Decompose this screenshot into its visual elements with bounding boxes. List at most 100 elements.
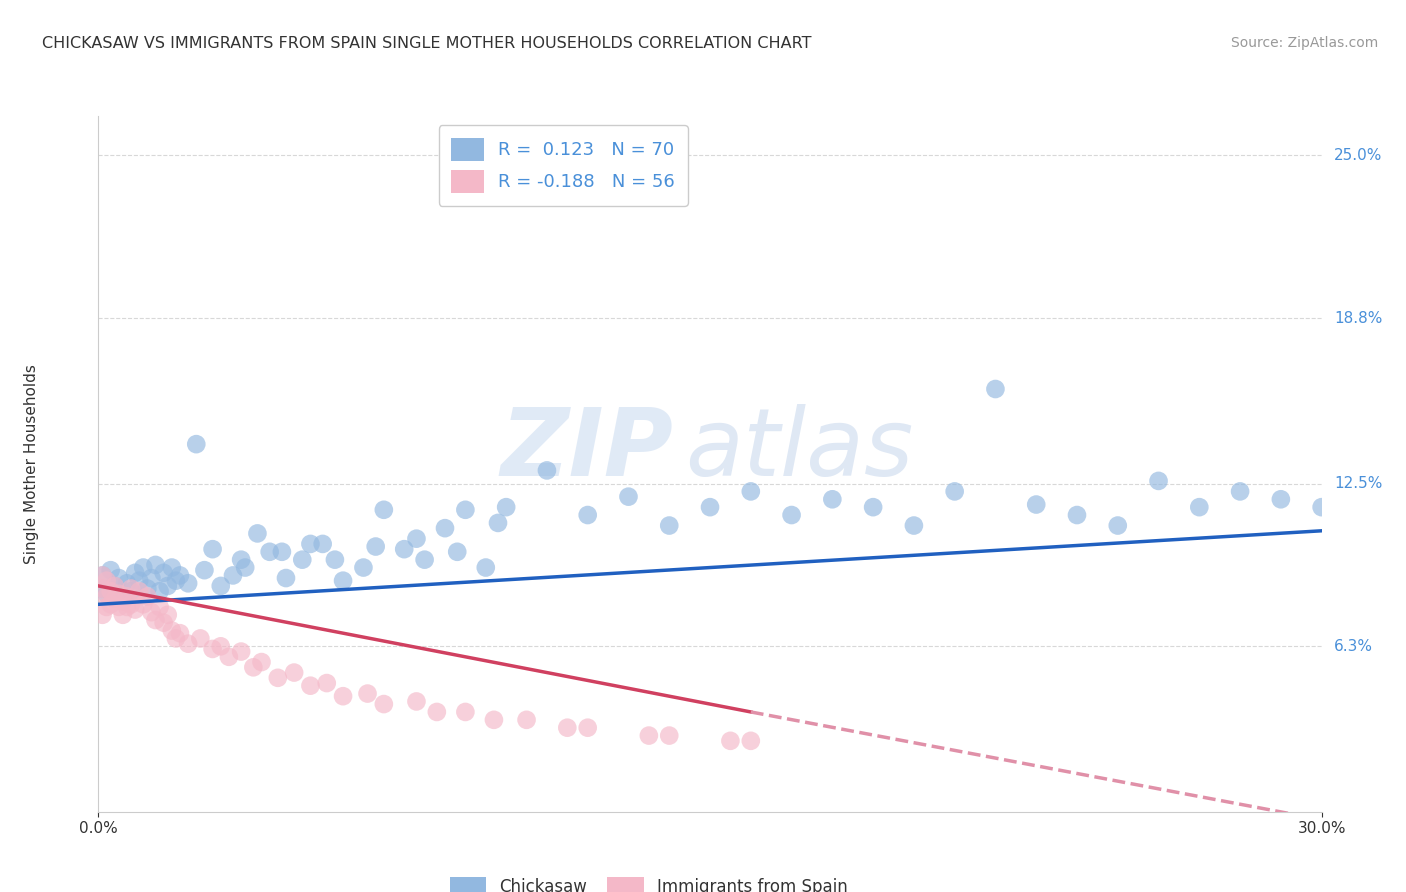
Point (108, 599, 131, 614)
Point (91, 568, 114, 582)
Point (115, 576, 138, 591)
Point (120, 597, 142, 611)
Point (474, 560, 498, 574)
Point (242, 660, 264, 674)
Point (222, 568, 245, 582)
Point (132, 597, 155, 611)
Point (299, 537, 322, 551)
Point (352, 560, 374, 574)
Point (96, 599, 118, 614)
Point (111, 607, 134, 622)
Point (115, 599, 138, 614)
Point (111, 595, 134, 609)
Point (156, 579, 179, 593)
Point (209, 579, 232, 593)
Point (100, 597, 122, 611)
Point (149, 584, 172, 599)
Point (124, 566, 146, 580)
Point (405, 694, 427, 708)
Point (1147, 474, 1170, 488)
Text: Source: ZipAtlas.com: Source: ZipAtlas.com (1230, 36, 1378, 50)
Point (332, 689, 354, 703)
Point (96, 587, 118, 601)
Point (413, 552, 436, 566)
Point (115, 590, 138, 604)
Point (91, 607, 114, 622)
Point (862, 500, 884, 515)
Point (160, 624, 183, 638)
Point (274, 571, 297, 585)
Point (780, 508, 803, 522)
Point (576, 721, 599, 735)
Point (96, 574, 118, 588)
Point (364, 540, 387, 554)
Point (169, 626, 191, 640)
Point (495, 500, 517, 515)
Point (486, 516, 509, 530)
Point (299, 679, 322, 693)
Point (96, 590, 118, 604)
Point (177, 576, 200, 591)
Point (250, 655, 273, 669)
Point (984, 382, 1007, 396)
Point (145, 613, 167, 627)
Point (201, 642, 224, 657)
Point (104, 592, 127, 607)
Point (821, 492, 844, 507)
Point (658, 518, 681, 533)
Point (373, 697, 395, 711)
Point (128, 584, 150, 599)
Point (576, 508, 599, 522)
Point (120, 582, 142, 596)
Point (218, 649, 240, 664)
Point (152, 615, 174, 630)
Point (482, 713, 505, 727)
Point (373, 503, 395, 517)
Point (91, 568, 114, 582)
Point (392, 542, 416, 557)
Point (267, 671, 290, 685)
Point (555, 721, 579, 735)
Point (332, 574, 354, 588)
Point (740, 484, 762, 499)
Text: 18.8%: 18.8% (1334, 310, 1382, 326)
Point (120, 584, 142, 599)
Point (104, 579, 127, 593)
Point (233, 560, 256, 574)
Point (1188, 500, 1211, 515)
Text: 12.5%: 12.5% (1334, 476, 1382, 491)
Point (193, 563, 215, 577)
Point (718, 734, 742, 748)
Point (188, 632, 212, 646)
Point (156, 607, 179, 622)
Point (637, 729, 661, 743)
Point (160, 560, 183, 574)
Point (100, 563, 122, 577)
Point (1107, 518, 1129, 533)
Point (270, 545, 294, 559)
Text: atlas: atlas (686, 404, 914, 495)
Point (1066, 508, 1088, 522)
Point (136, 590, 159, 604)
Point (740, 734, 762, 748)
Point (100, 584, 122, 599)
Text: 25.0%: 25.0% (1334, 148, 1382, 163)
Text: Single Mother Households: Single Mother Households (24, 364, 38, 564)
Point (315, 676, 337, 690)
Point (169, 568, 191, 582)
Point (356, 687, 378, 701)
Point (312, 537, 335, 551)
Point (111, 590, 134, 604)
Point (1229, 484, 1251, 499)
Point (108, 587, 131, 601)
Point (141, 605, 163, 619)
Point (1025, 498, 1047, 512)
Point (1270, 492, 1292, 507)
Point (1310, 500, 1333, 515)
Point (91, 582, 114, 596)
Point (454, 503, 477, 517)
Point (165, 574, 187, 588)
Point (165, 632, 187, 646)
Point (209, 640, 232, 654)
Point (454, 705, 477, 719)
